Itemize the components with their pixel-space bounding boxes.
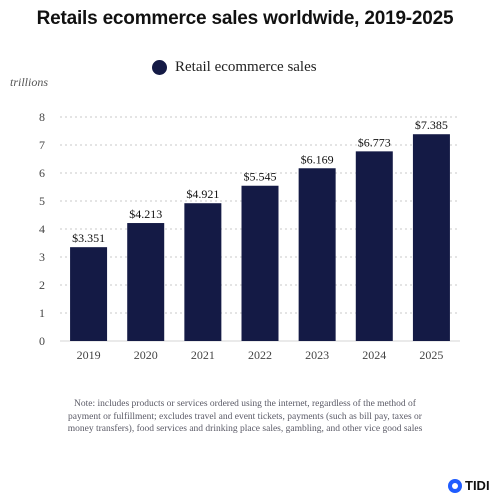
x-tick-label: 2024 [362, 348, 386, 362]
bars [70, 134, 450, 341]
data-label: $3.351 [72, 231, 105, 245]
bar [184, 203, 222, 341]
y-tick-label: 7 [39, 138, 45, 152]
y-tick-label: 2 [39, 278, 45, 292]
y-axis-ticks: 0 1 2 3 4 5 6 7 8 [39, 110, 45, 348]
bar [412, 134, 450, 341]
y-tick-label: 5 [39, 194, 45, 208]
y-tick-label: 3 [39, 250, 45, 264]
y-tick-label: 0 [39, 334, 45, 348]
value-labels: $3.351 $4.213 $4.921 $5.545 $6.169 $6.773 $7.3… [72, 118, 448, 245]
data-label: $4.921 [186, 187, 219, 201]
data-label: $7.385 [415, 118, 448, 132]
data-label: $6.773 [358, 135, 391, 149]
bar [298, 168, 336, 341]
data-label: $6.169 [301, 152, 334, 166]
bar [355, 151, 393, 341]
y-tick-label: 8 [39, 110, 45, 124]
legend: Retail ecommerce sales [152, 57, 317, 77]
data-label: $5.545 [244, 170, 277, 184]
legend-label: Retail ecommerce sales [175, 58, 317, 75]
x-axis-ticks: 2019 2020 2021 2022 2023 2024 2025 [77, 348, 444, 362]
y-unit-label: trillions [10, 75, 49, 89]
logo-icon [448, 478, 462, 493]
x-tick-label: 2022 [248, 348, 272, 362]
bar [70, 247, 108, 341]
logo-text: TIDI [465, 478, 490, 493]
y-tick-label: 6 [39, 166, 45, 180]
brand-logo: TIDI [448, 478, 490, 493]
y-tick-label: 4 [39, 222, 45, 236]
legend-swatch [152, 59, 167, 75]
data-label: $4.213 [129, 207, 162, 221]
bar [127, 223, 165, 341]
bar [241, 185, 279, 341]
x-tick-label: 2019 [77, 348, 101, 362]
bar-chart: 0 1 2 3 4 5 6 7 8 $3.351 $4.213 $4.921 $5.545 $6.169… [39, 110, 460, 362]
footnote: Note: includes products or services orde… [67, 399, 423, 434]
x-tick-label: 2021 [191, 348, 215, 362]
chart-title: Retails ecommerce sales worldwide, 2019-… [36, 8, 454, 29]
x-tick-label: 2020 [134, 348, 158, 362]
x-tick-label: 2025 [419, 348, 443, 362]
y-tick-label: 1 [39, 306, 45, 320]
x-tick-label: 2023 [305, 348, 329, 362]
